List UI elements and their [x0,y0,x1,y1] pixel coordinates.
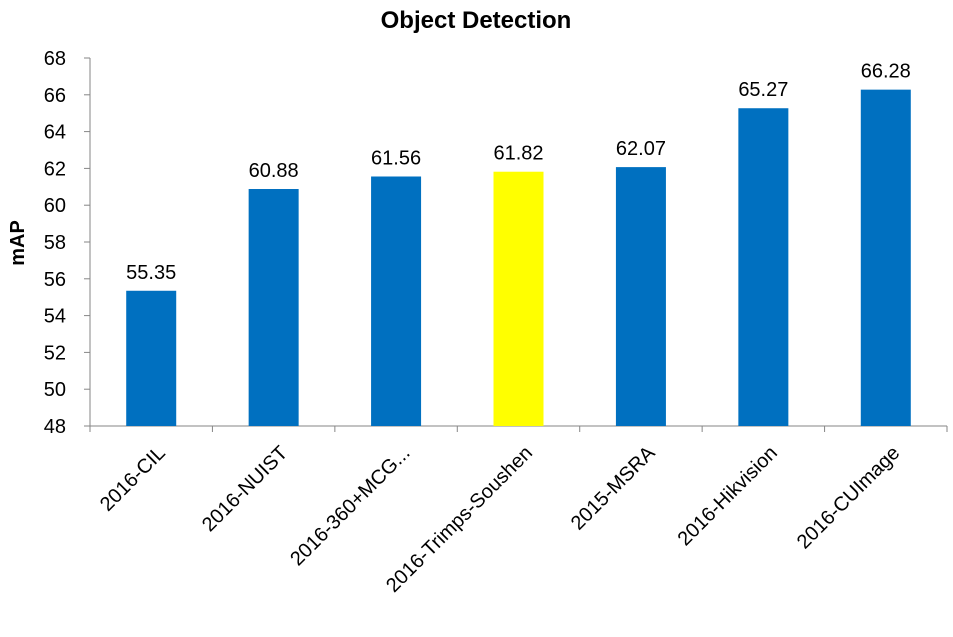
chart-title: Object Detection [381,7,572,34]
x-tick-label: 2016-360+MCG... [286,442,414,570]
y-tick-label: 60 [44,195,66,217]
y-axis-label: mAP [7,220,29,266]
bar [248,189,299,426]
bar [860,89,911,426]
bar [615,167,666,426]
x-tick-label: 2015-MSRA [567,442,660,535]
x-axis-ticks: 2016-CIL 2016-NUIST2016-360+MCG...2016-Tr… [89,426,948,597]
bar [126,290,177,426]
y-tick-label: 50 [44,379,66,401]
y-tick-label: 64 [44,122,66,144]
bar [493,171,544,426]
data-label: 65.27 [738,79,788,101]
y-axis-ticks: 48 50 52 54 56 58 60 62 64 66 68 [44,48,90,438]
data-label: 62.07 [616,138,666,160]
y-tick-label: 54 [44,306,66,328]
x-tick-label: 2016-CUImage [793,442,904,553]
bar [738,108,789,427]
y-tick-label: 62 [44,158,66,180]
data-label: 66.28 [861,61,911,83]
y-tick-label: 58 [44,232,66,254]
data-label: 60.88 [249,160,299,182]
x-tick-label: 2016-NUIST [198,442,292,536]
data-label: 61.82 [493,143,543,165]
y-tick-label: 48 [44,416,66,438]
data-label: 61.56 [371,147,421,169]
y-tick-label: 56 [44,269,66,291]
bars-group [126,89,911,427]
x-tick-label: 2016-Hikvision [674,442,782,550]
y-tick-label: 52 [44,342,66,364]
x-tick-label: 2016-CIL [96,442,170,516]
data-label: 55.35 [126,262,176,284]
y-tick-label: 68 [44,48,66,70]
y-tick-label: 66 [44,85,66,107]
data-labels-group: 55.35 60.88 61.56 61.82 62.07 65.27 66.28 [126,61,911,284]
bar [371,176,422,426]
